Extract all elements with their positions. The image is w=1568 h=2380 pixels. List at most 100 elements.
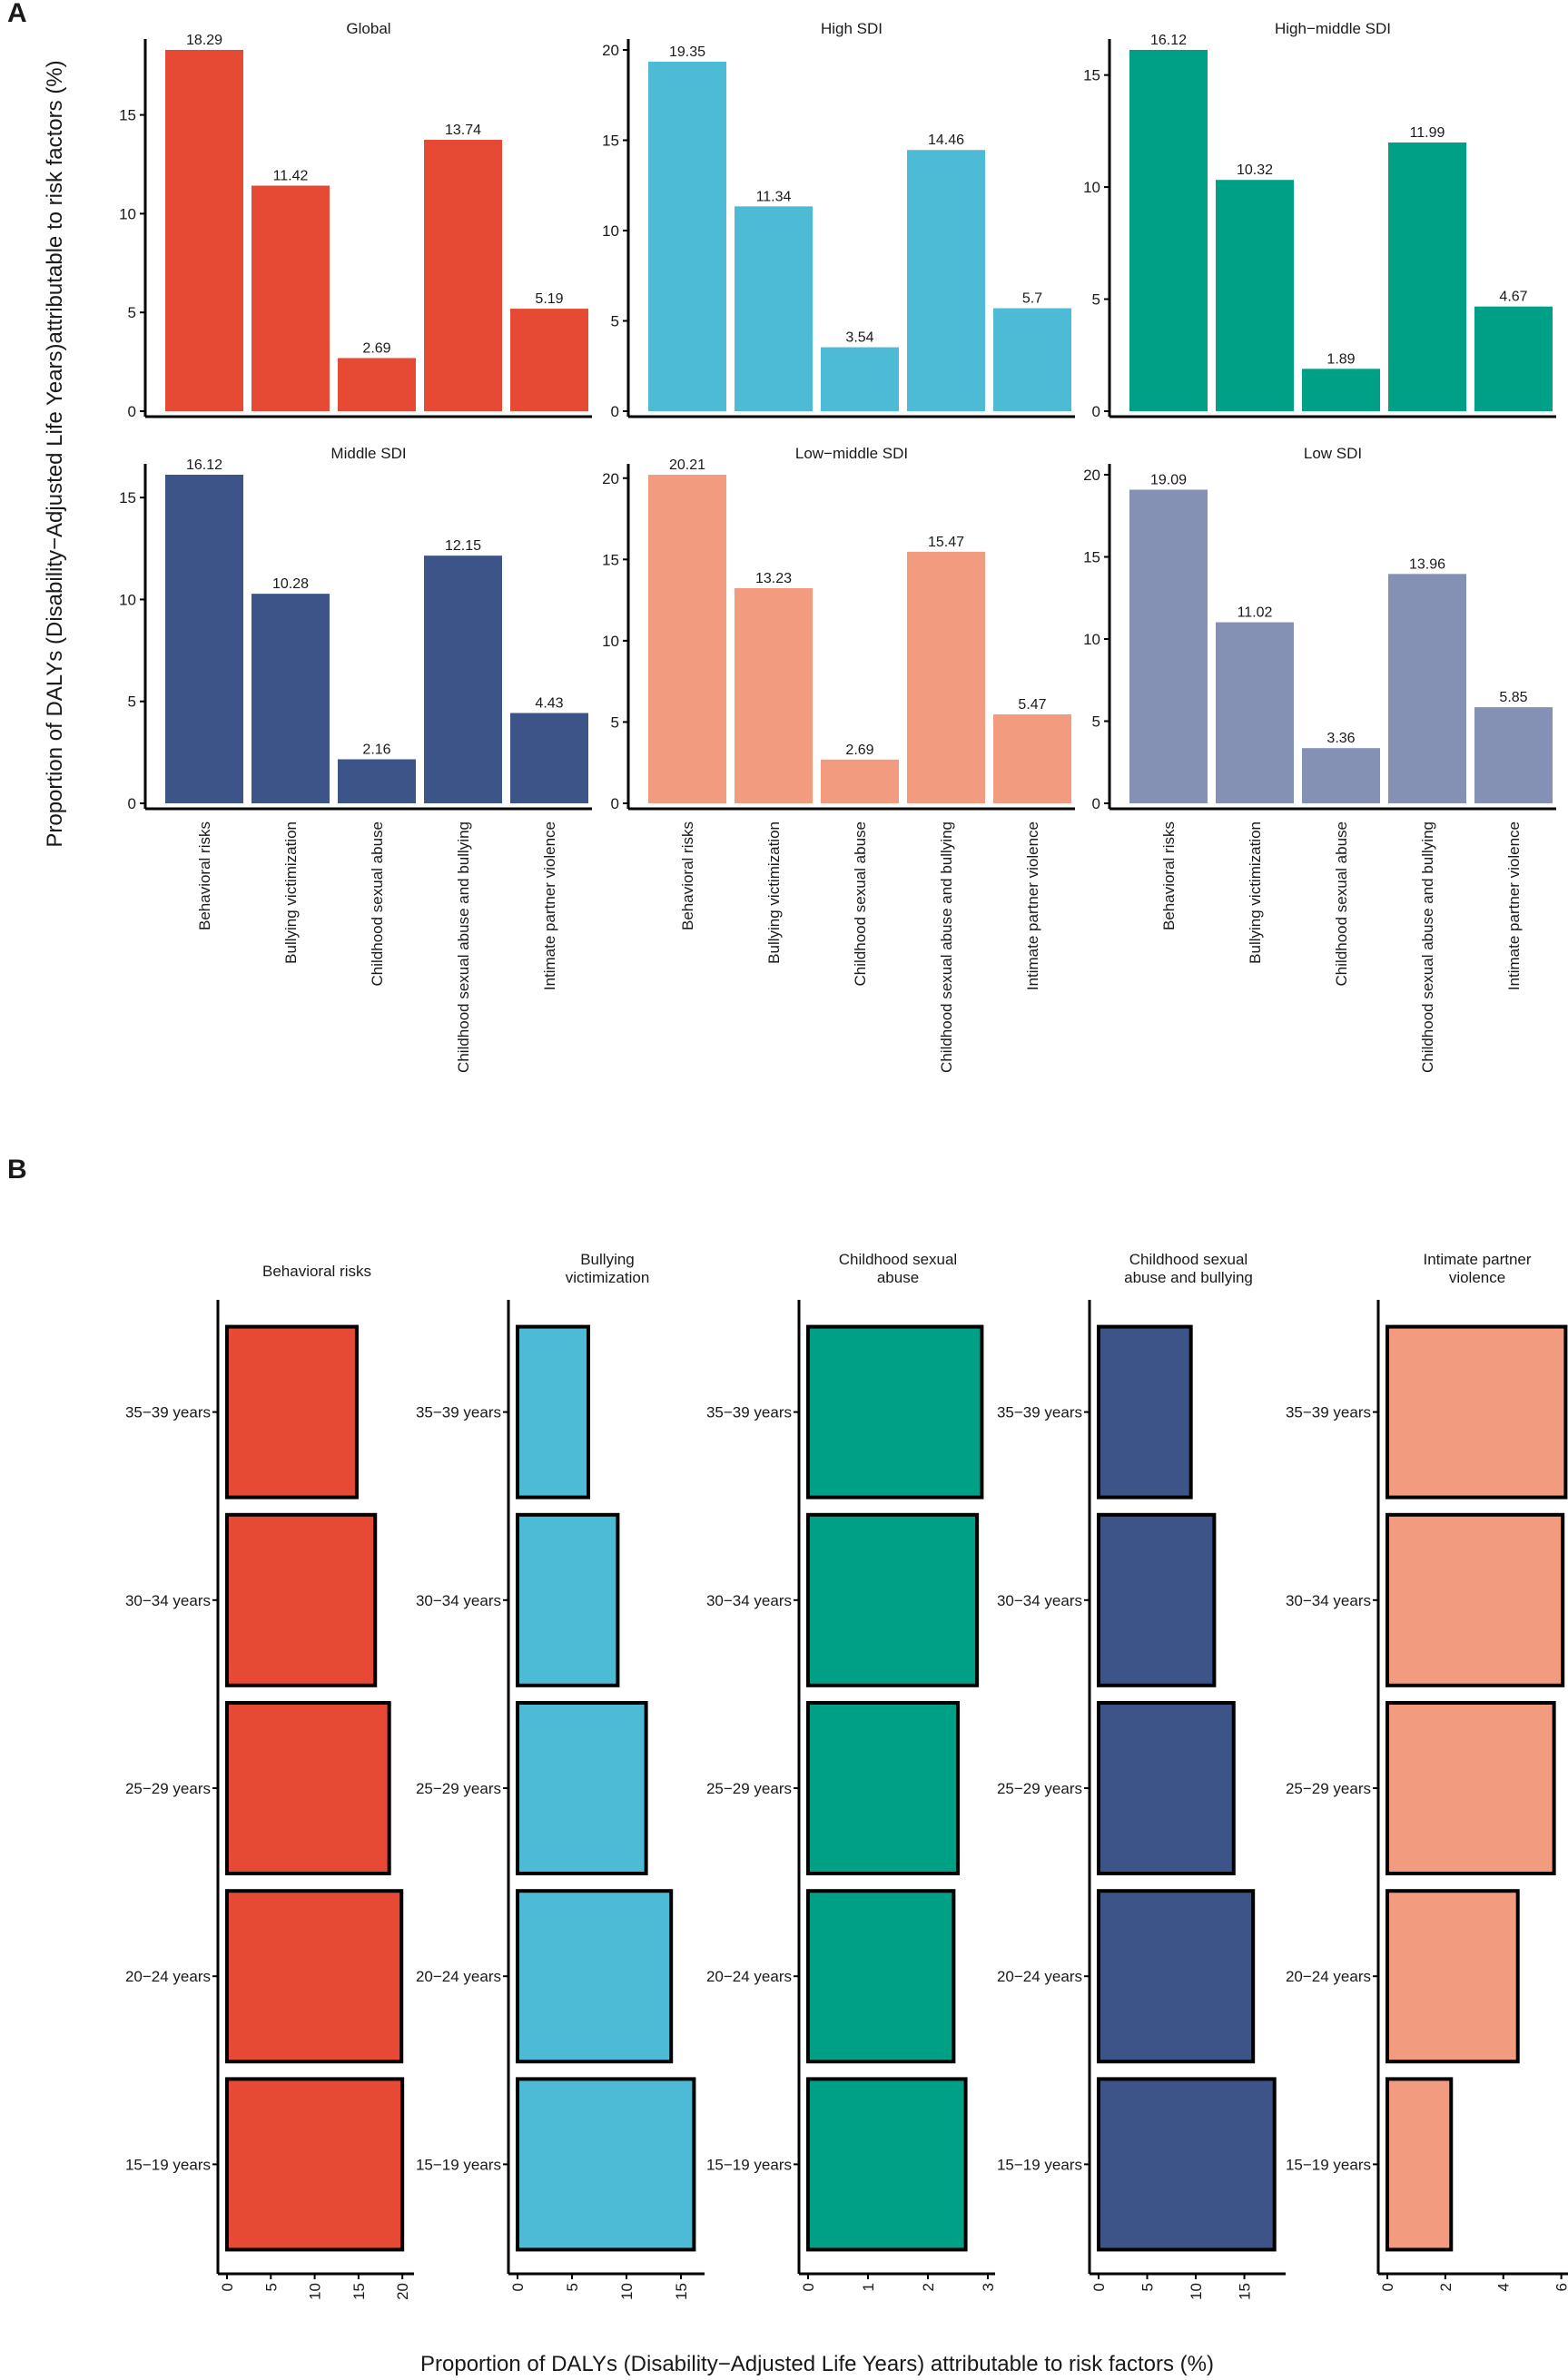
bar <box>907 150 985 411</box>
bar <box>806 1701 960 1875</box>
x-tick-label: 6 <box>1553 2283 1568 2291</box>
bar-value-label: 12.15 <box>445 538 481 554</box>
bar-value-label: 11.99 <box>1410 125 1445 141</box>
x-tick-label: Childhood sexual abuse <box>369 821 386 986</box>
bar <box>1097 1701 1236 1875</box>
bar-value-label: 19.35 <box>669 44 705 60</box>
bar <box>251 594 330 803</box>
x-tick-label: 20 <box>394 2283 411 2300</box>
bar <box>1474 707 1553 803</box>
bar <box>1386 1889 1520 2064</box>
bar <box>165 50 243 411</box>
bar <box>1386 1324 1568 1500</box>
bar <box>516 1512 620 1687</box>
y-tick-label: 35−39 years <box>997 1404 1082 1421</box>
bar-value-label: 11.34 <box>756 189 792 204</box>
bar <box>516 1889 674 2064</box>
x-tick-label: Intimate partner violence <box>1505 821 1523 990</box>
y-tick-label: 30−34 years <box>706 1592 792 1609</box>
x-tick-label: 0 <box>1379 2283 1396 2291</box>
bar-value-label: 10.32 <box>1237 162 1273 178</box>
facet-title: Childhood sexual <box>839 1251 957 1268</box>
bar <box>510 309 588 411</box>
y-tick-label: 15 <box>602 551 619 568</box>
x-tick-label: Childhood sexual abuse and bullying <box>1419 821 1436 1073</box>
bar <box>225 1701 391 1875</box>
x-tick-label: 0 <box>800 2283 817 2291</box>
y-tick-label: 15 <box>1083 67 1100 84</box>
y-tick-label: 15 <box>119 107 136 124</box>
bar <box>1216 622 1294 803</box>
bar <box>821 347 899 411</box>
bar <box>1388 574 1466 803</box>
bar-value-label: 1.89 <box>1326 351 1355 367</box>
bar-value-label: 3.54 <box>845 330 873 346</box>
x-tick-label: 10 <box>618 2283 636 2300</box>
bar <box>510 713 588 803</box>
bar-value-label: 2.16 <box>362 742 390 757</box>
y-tick-label: 20−24 years <box>706 1968 792 1985</box>
y-tick-label: 5 <box>128 693 136 711</box>
bar <box>993 308 1071 411</box>
bar-value-label: 11.02 <box>1238 605 1273 621</box>
facet-title: High SDI <box>821 20 883 37</box>
bar-value-label: 20.21 <box>669 457 705 473</box>
y-tick-label: 15 <box>119 489 136 506</box>
bar <box>1129 489 1208 803</box>
bar <box>735 588 813 803</box>
bar <box>1097 1324 1193 1500</box>
y-tick-label: 0 <box>128 403 136 420</box>
facet-title: Global <box>346 20 390 37</box>
bar <box>648 61 726 411</box>
facet-title: High−middle SDI <box>1275 20 1391 37</box>
bar-value-label: 11.42 <box>273 168 309 183</box>
bar-value-label: 16.12 <box>186 457 222 473</box>
x-tick-label: 2 <box>1437 2283 1455 2291</box>
bar <box>806 1324 984 1500</box>
y-tick-label: 5 <box>611 313 619 330</box>
bar-value-label: 2.69 <box>845 743 873 758</box>
bar-value-label: 14.46 <box>928 133 964 148</box>
bar <box>225 1324 359 1500</box>
x-tick-label: 0 <box>509 2283 527 2291</box>
y-tick-label: 35−39 years <box>706 1404 792 1421</box>
x-tick-label: 4 <box>1495 2283 1513 2291</box>
x-tick-label: Intimate partner violence <box>541 821 558 990</box>
y-tick-label: 10 <box>602 222 619 240</box>
bar <box>1386 1701 1556 1875</box>
y-tick-label: 10 <box>602 633 619 650</box>
x-tick-label: Behavioral risks <box>1160 821 1178 930</box>
bar-value-label: 13.23 <box>755 571 792 586</box>
x-tick-label: 10 <box>1188 2283 1205 2300</box>
bar-value-label: 5.7 <box>1022 291 1042 307</box>
x-tick-label: Childhood sexual abuse and bullying <box>938 821 955 1073</box>
bar <box>424 140 502 412</box>
y-tick-label: 10 <box>1083 631 1100 648</box>
bar-value-label: 5.85 <box>1499 690 1527 705</box>
bar-value-label: 15.47 <box>928 535 964 550</box>
bar <box>1129 50 1208 411</box>
bar <box>251 185 330 411</box>
y-tick-label: 10 <box>119 591 136 608</box>
y-tick-label: 0 <box>1092 795 1100 812</box>
bar <box>424 556 502 803</box>
x-tick-label: 1 <box>860 2283 877 2291</box>
y-tick-label: 35−39 years <box>416 1404 501 1421</box>
y-tick-label: 15−19 years <box>125 2156 211 2173</box>
bar <box>516 2077 696 2252</box>
facet-title: victimization <box>566 1269 650 1286</box>
bar-value-label: 5.47 <box>1018 697 1046 713</box>
panel-b-x-axis-title: Proportion of DALYs (Disability−Adjusted… <box>420 2352 1214 2376</box>
bar-value-label: 5.19 <box>535 291 563 307</box>
y-tick-label: 5 <box>611 713 619 731</box>
bar-value-label: 4.67 <box>1499 290 1527 305</box>
y-tick-label: 20−24 years <box>416 1968 501 1985</box>
y-tick-label: 30−34 years <box>125 1592 211 1609</box>
facet-title: abuse <box>877 1269 919 1286</box>
y-tick-label: 25−29 years <box>706 1780 792 1797</box>
y-tick-label: 20−24 years <box>997 1968 1082 1985</box>
x-tick-label: 0 <box>1090 2283 1108 2291</box>
x-tick-label: 2 <box>920 2283 937 2291</box>
x-tick-label: Behavioral risks <box>679 821 696 930</box>
